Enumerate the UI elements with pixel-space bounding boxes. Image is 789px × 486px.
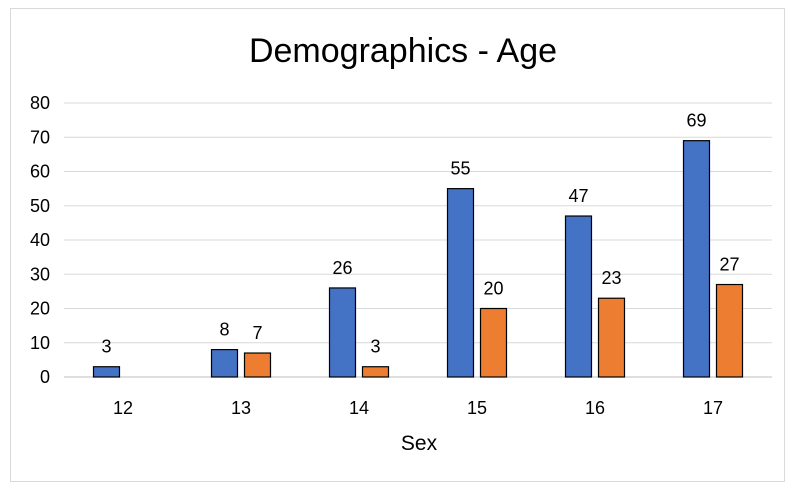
data-label: 23 [601,268,621,288]
x-axis-ticks: 12 13 14 15 16 17 [113,398,723,418]
bar [243,352,272,378]
data-labels: 3 8 7 26 3 55 20 47 23 69 27 [101,111,739,357]
bar [92,366,121,378]
bar [328,287,357,378]
chart-frame [10,8,785,482]
y-tick-label: 50 [30,196,50,216]
y-tick-label: 30 [30,264,50,284]
bar [564,215,593,378]
x-tick-label: 17 [703,398,723,418]
data-label: 27 [719,255,739,275]
bar [446,188,475,378]
x-tick-label: 15 [467,398,487,418]
y-tick-label: 10 [30,333,50,353]
y-tick-label: 80 [30,93,50,113]
y-tick-label: 0 [40,367,50,387]
data-label: 26 [332,258,352,278]
data-label: 69 [686,111,706,131]
data-label: 8 [219,320,229,340]
x-tick-label: 16 [585,398,605,418]
chart-title: Demographics - Age [249,32,557,70]
data-label: 3 [101,337,111,357]
data-label: 47 [568,186,588,206]
data-label: 55 [450,159,470,179]
y-tick-label: 70 [30,127,50,147]
bar [715,283,744,378]
x-tick-label: 14 [349,398,369,418]
bar [682,140,711,378]
data-label: 20 [483,279,503,299]
bar [210,349,239,378]
x-axis-title: Sex [401,432,438,455]
y-tick-label: 60 [30,162,50,182]
y-tick-label: 20 [30,299,50,319]
y-axis-ticks: 0 10 20 30 40 50 60 70 80 [30,93,50,387]
data-label: 7 [252,323,262,343]
x-tick-label: 13 [231,398,251,418]
gridlines [64,102,772,378]
bar [479,307,508,378]
x-tick-label: 12 [113,398,133,418]
bar [361,366,390,378]
data-label: 3 [370,337,380,357]
bars [92,140,744,378]
bar [597,297,626,378]
y-tick-label: 40 [30,230,50,250]
